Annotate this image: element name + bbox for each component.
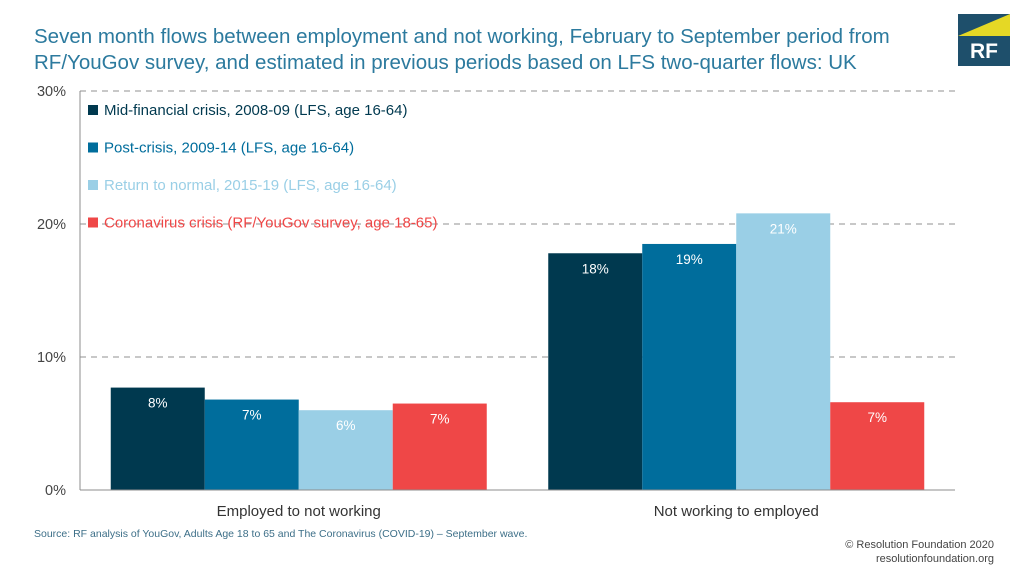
bar: [298, 410, 393, 490]
website-text: resolutionfoundation.org: [875, 553, 994, 565]
footer: © Resolution Foundation 2020 resolutionf…: [845, 538, 994, 566]
legend-entry: Coronavirus crisis (RF/YouGov survey, ag…: [104, 215, 437, 232]
data-label: 8%: [148, 396, 168, 411]
legend-entry: Return to normal, 2015-19 (LFS, age 16-6…: [104, 177, 397, 194]
data-label: 7%: [430, 412, 450, 427]
legend-entry: Mid-financial crisis, 2008-09 (LFS, age …: [104, 102, 407, 119]
category-label: Not working to employed: [654, 503, 819, 520]
bar: [642, 243, 737, 490]
bar: [548, 253, 643, 490]
y-tick-label: 30%: [37, 84, 66, 100]
data-label: 7%: [867, 410, 887, 425]
y-tick-label: 20%: [37, 217, 66, 233]
legend-swatch: [88, 180, 98, 190]
bar: [110, 387, 205, 490]
rf-logo: RF: [958, 14, 1010, 66]
bar: [736, 213, 831, 491]
legend-swatch: [88, 142, 98, 153]
legend-swatch: [88, 217, 98, 228]
legend-swatch: [88, 105, 98, 115]
bar: [392, 403, 487, 490]
bar: [204, 399, 299, 490]
logo-accent: [958, 14, 1010, 36]
y-tick-label: 0%: [45, 483, 66, 499]
y-tick-label: 10%: [37, 350, 66, 366]
legend-entry: Post-crisis, 2009-14 (LFS, age 16-64): [104, 140, 354, 157]
chart-title: Seven month flows between employment and…: [34, 25, 890, 74]
logo-text: RF: [970, 40, 998, 63]
data-label: 18%: [582, 261, 609, 276]
copyright-text: © Resolution Foundation 2020: [845, 539, 994, 551]
data-label: 6%: [336, 418, 356, 433]
bar: [830, 402, 925, 490]
category-label: Employed to not working: [217, 503, 381, 520]
source-note: Source: RF analysis of YouGov, Adults Ag…: [34, 528, 528, 540]
data-label: 7%: [242, 408, 262, 423]
data-label: 21%: [770, 221, 797, 236]
data-label: 19%: [676, 252, 703, 267]
